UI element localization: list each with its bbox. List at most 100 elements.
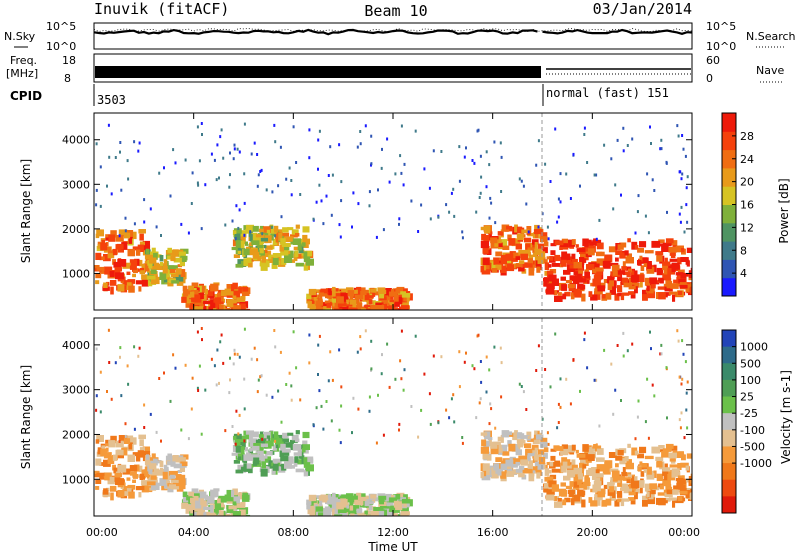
power-cell — [181, 296, 187, 303]
velocity-cell — [260, 443, 268, 448]
power-cell — [172, 249, 179, 257]
velocity-sparse-cell — [243, 377, 246, 381]
power-cell — [594, 271, 601, 276]
velocity-cell — [169, 474, 176, 479]
power-sparse-cell — [261, 232, 264, 236]
velocity-cell — [644, 455, 654, 460]
velocity-cell — [342, 503, 347, 511]
power-cell — [536, 266, 541, 273]
velocity-sparse-cell — [237, 432, 240, 436]
power-cell — [584, 269, 589, 273]
power-cell — [617, 285, 623, 292]
power-cell — [554, 254, 561, 262]
velocity-cell — [347, 496, 355, 503]
velocity-cell — [596, 448, 604, 455]
power-cell — [615, 257, 619, 262]
power-cell — [261, 255, 266, 263]
power-sparse-cell — [616, 138, 619, 142]
velocity-cell — [167, 461, 173, 466]
velocity-cell — [634, 450, 639, 455]
velocity-cell — [284, 461, 293, 469]
power-sparse-cell — [686, 175, 689, 179]
velocity-cell — [615, 463, 619, 468]
power-cell — [690, 273, 692, 278]
power-sparse-cell — [133, 140, 136, 144]
velocity-cell — [551, 484, 559, 492]
velocity-sparse-cell — [420, 408, 423, 412]
power-cell — [130, 231, 137, 240]
power-cell — [621, 277, 628, 284]
velocity-sparse-cell — [191, 376, 194, 380]
power-cell — [122, 262, 131, 269]
power-cell — [399, 298, 407, 303]
power-sparse-cell — [285, 177, 288, 181]
velocity-cell — [190, 497, 195, 504]
velocity-cell — [543, 486, 548, 493]
power-cell — [617, 292, 623, 297]
velocity-sparse-cell — [359, 335, 362, 339]
power-cell — [287, 227, 294, 231]
velocity-cell — [403, 502, 407, 508]
velocity-sparse-cell — [429, 422, 432, 426]
velocity-sparse-cell — [681, 339, 684, 343]
velocity-cell — [527, 455, 531, 460]
velocity-cell — [561, 457, 568, 464]
velocity-cell — [140, 476, 145, 480]
velocity-sparse-cell — [554, 332, 557, 336]
power-cell — [480, 226, 488, 231]
velocity-cell — [569, 470, 578, 475]
velocity-cell — [604, 460, 613, 469]
velocity-cell — [546, 489, 555, 495]
velocity-cell — [104, 472, 112, 481]
power-cell — [659, 278, 664, 284]
power-sparse-cell — [377, 188, 379, 192]
power-cell — [655, 251, 664, 256]
velocity-cell — [595, 469, 600, 477]
velocity-cell — [623, 488, 632, 494]
power-cell — [173, 257, 182, 263]
power-cell — [562, 255, 568, 261]
power-cell — [502, 245, 510, 250]
velocity-sparse-cell — [118, 440, 121, 443]
power-cell — [356, 302, 363, 308]
power-sparse-cell — [124, 216, 127, 220]
velocity-cell — [115, 440, 124, 448]
power-cell — [664, 292, 671, 296]
power-cell — [668, 291, 677, 295]
y-tick-label: 2000 — [62, 428, 90, 441]
velocity-cell — [612, 490, 616, 498]
velocity-sparse-cell — [620, 399, 622, 402]
power-cell — [651, 284, 656, 289]
power-colorbar-tick-label: 16 — [740, 199, 754, 212]
velocity-colorbar-swatch — [722, 330, 736, 348]
velocity-cell — [115, 478, 124, 485]
velocity-cell — [397, 497, 406, 501]
power-sparse-cell — [559, 172, 562, 176]
power-sparse-cell — [155, 225, 158, 229]
power-cell — [328, 290, 332, 296]
velocity-cell — [518, 466, 525, 470]
power-sparse-cell — [537, 139, 540, 143]
power-cell — [501, 224, 510, 232]
power-cell — [651, 240, 661, 248]
velocity-sparse-cell — [317, 373, 319, 376]
velocity-cell — [626, 459, 632, 464]
velocity-cell — [251, 445, 260, 451]
power-cell — [284, 236, 294, 243]
power-sparse-cell — [614, 183, 617, 187]
power-cell — [551, 263, 560, 267]
velocity-cell — [617, 479, 623, 487]
velocity-cell — [515, 461, 520, 466]
power-cell — [619, 252, 626, 259]
power-cell — [121, 276, 126, 283]
power-cell — [179, 261, 185, 267]
velocity-cell — [97, 449, 102, 455]
velocity-cell — [356, 492, 362, 501]
velocity-cell — [484, 468, 491, 475]
power-sparse-cell — [448, 210, 451, 214]
power-cell — [648, 288, 654, 294]
power-sparse-cell — [257, 173, 260, 177]
power-cell — [144, 260, 148, 267]
power-cell — [562, 293, 567, 300]
velocity-cell — [144, 469, 150, 478]
